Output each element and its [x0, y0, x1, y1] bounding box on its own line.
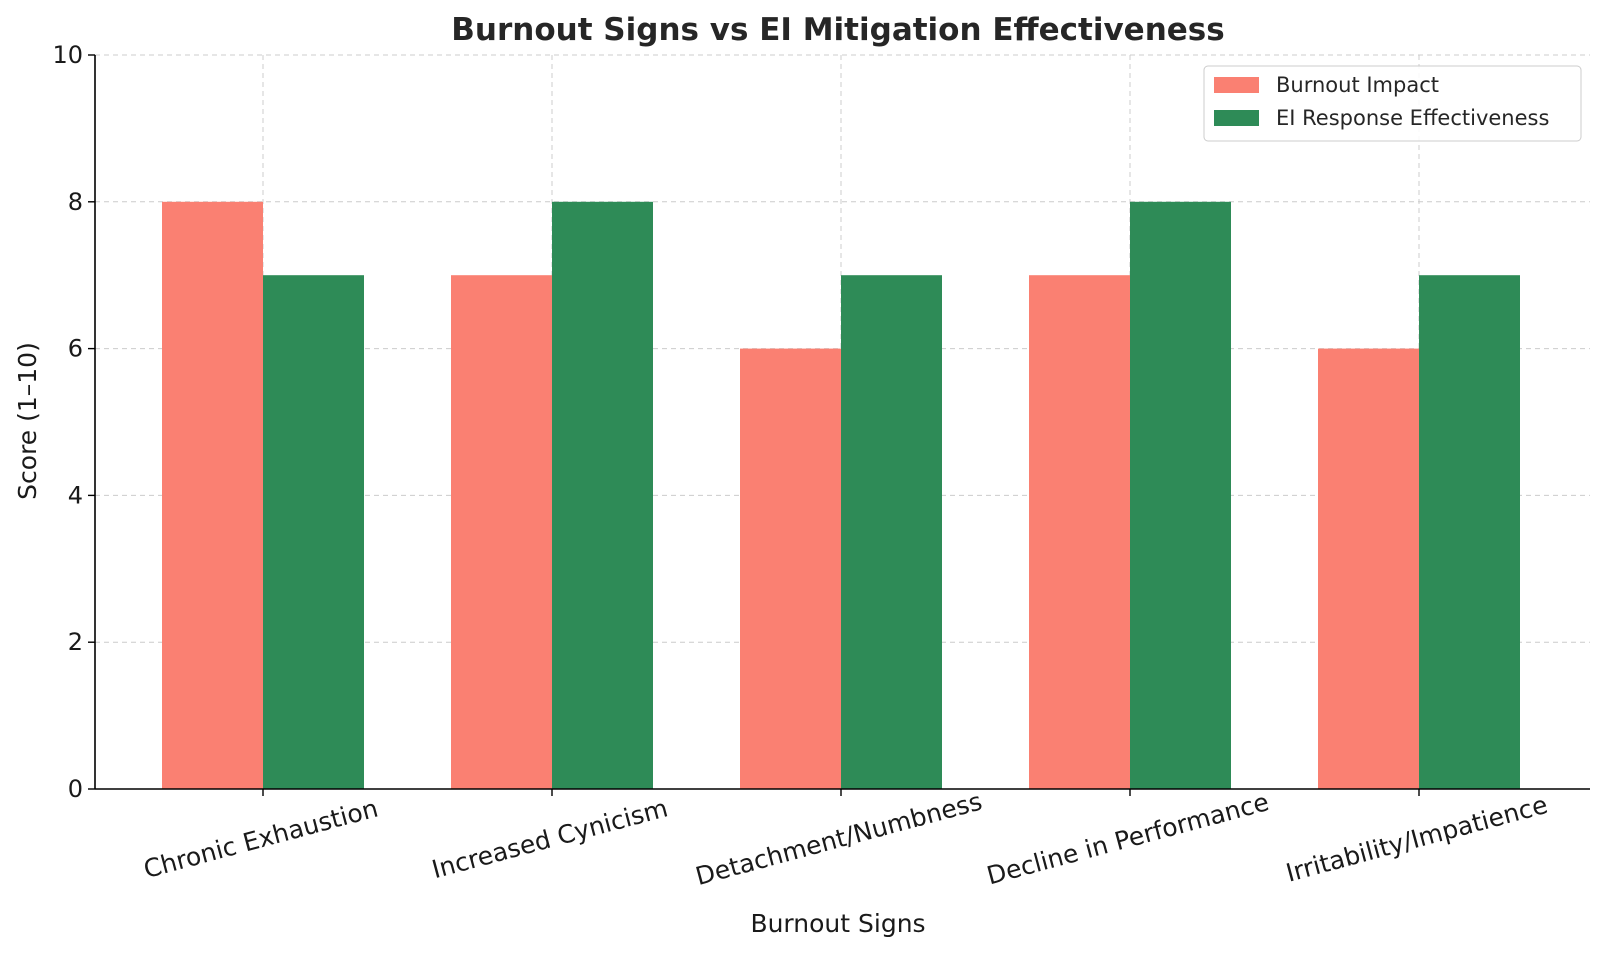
- y-tick-label: 2: [68, 628, 83, 656]
- y-axis-ticks: 0 2 4 6 8 10: [52, 41, 95, 803]
- bar-ei-response-2: [841, 275, 942, 789]
- bar-burnout-impact-2: [740, 348, 841, 789]
- legend-label: Burnout Impact: [1276, 73, 1439, 97]
- chart-title: Burnout Signs vs EI Mitigation Effective…: [451, 12, 1224, 48]
- bar-burnout-impact-0: [162, 201, 263, 790]
- axes: [94, 55, 1590, 790]
- y-tick-label: 0: [68, 775, 83, 803]
- x-tick-label: Detachment/Numbness: [692, 787, 985, 891]
- x-axis-label: Burnout Signs: [750, 909, 925, 938]
- bar-ei-response-1: [552, 201, 653, 790]
- bar-burnout-impact-3: [1029, 275, 1130, 789]
- y-axis-label: Score (1–10): [13, 342, 42, 500]
- bar-ei-response-4: [1419, 275, 1520, 789]
- legend-label: EI Response Effectiveness: [1276, 106, 1549, 130]
- legend-swatch: [1214, 110, 1259, 126]
- bar-ei-response-0: [263, 275, 364, 789]
- x-tick-label: Decline in Performance: [984, 787, 1272, 890]
- bar-burnout-impact-1: [451, 275, 552, 789]
- x-axis-ticks: Chronic Exhaustion Increased Cynicism Deta…: [140, 787, 1550, 891]
- y-tick-label: 10: [52, 41, 83, 69]
- legend: Burnout Impact EI Response Effectiveness: [1203, 65, 1582, 142]
- y-tick-label: 8: [68, 188, 83, 216]
- bar-burnout-impact-4: [1318, 348, 1419, 789]
- legend-frame: [1203, 65, 1582, 142]
- bars: [162, 201, 1520, 790]
- y-tick-label: 4: [68, 481, 83, 509]
- bar-ei-response-3: [1130, 201, 1231, 790]
- x-tick-label: Chronic Exhaustion: [140, 794, 381, 884]
- x-tick-label: Irritability/Impatience: [1283, 790, 1551, 888]
- legend-swatch: [1214, 77, 1259, 93]
- y-tick-label: 6: [68, 335, 83, 363]
- x-tick-label: Increased Cynicism: [429, 793, 671, 884]
